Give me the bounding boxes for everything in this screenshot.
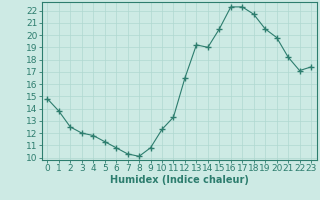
- X-axis label: Humidex (Indice chaleur): Humidex (Indice chaleur): [110, 175, 249, 185]
